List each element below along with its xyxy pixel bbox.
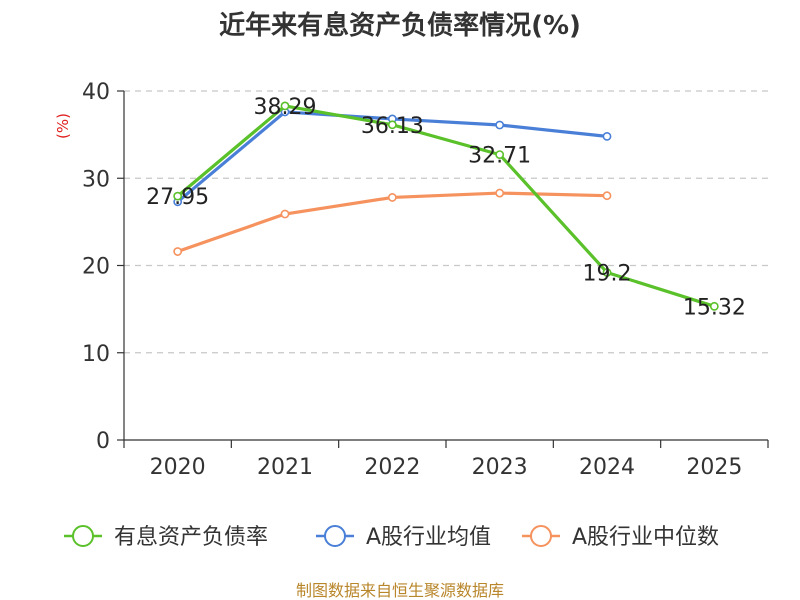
data-point: [387, 193, 397, 202]
x-tick-label: 2025: [686, 455, 742, 480]
legend-label: A股行业均值: [366, 525, 491, 550]
y-axis-label: (%): [54, 113, 72, 139]
legend-item-0[interactable]: 有息资产负债率: [64, 525, 268, 550]
y-tick-label: 40: [82, 80, 110, 105]
data-label: 15.32: [683, 295, 746, 320]
data-point: [495, 120, 505, 130]
y-tick-label: 20: [82, 255, 110, 280]
data-point: [495, 150, 505, 160]
x-tick-label: 2023: [472, 455, 528, 480]
x-tick-label: 2024: [579, 455, 635, 480]
data-point: [173, 247, 183, 256]
data-point: [280, 209, 290, 219]
data-label: 38.29: [254, 95, 317, 120]
data-labels: 27.95 38.29 36.13 32.71 19.2 15.32: [146, 95, 746, 320]
x-tick-label: 2021: [257, 455, 313, 480]
data-point: [602, 268, 612, 277]
data-point: [602, 191, 612, 201]
grid-lines: [124, 90, 768, 354]
x-tick-label: 2020: [150, 455, 206, 480]
series-lines: [173, 101, 719, 311]
x-tick-label: 2022: [364, 455, 420, 480]
y-tick-label: 30: [82, 167, 110, 192]
y-tick-label: 0: [96, 429, 110, 454]
data-label: 36.13: [361, 114, 424, 139]
legend-marker: [72, 525, 94, 547]
data-label: 19.2: [583, 261, 632, 286]
chart-title: 近年来有息资产负债率情况(%): [219, 10, 581, 41]
data-label: 32.71: [468, 144, 531, 169]
data-point: [602, 131, 612, 141]
legend-marker: [324, 525, 346, 547]
data-label: 27.95: [146, 185, 209, 210]
data-point: [173, 191, 183, 201]
data-point: [495, 188, 505, 198]
legend-item-1[interactable]: A股行业均值: [316, 525, 491, 550]
series-line-0: [176, 104, 716, 308]
legend: 有息资产负债率 A股行业均值 A股行业中位数: [64, 525, 719, 550]
y-tick-label: 10: [82, 342, 110, 367]
legend-label: 有息资产负债率: [114, 525, 268, 550]
legend-marker: [530, 525, 552, 547]
legend-label: A股行业中位数: [572, 525, 719, 550]
source-note: 制图数据来自恒生聚源数据库: [296, 581, 504, 600]
legend-item-2[interactable]: A股行业中位数: [522, 525, 719, 550]
axes: 0 10 20 30 40 2020 2021 2022 2023 2024 2025: [82, 80, 769, 480]
data-point: [709, 301, 719, 311]
data-point: [387, 120, 397, 130]
data-point: [280, 101, 290, 111]
